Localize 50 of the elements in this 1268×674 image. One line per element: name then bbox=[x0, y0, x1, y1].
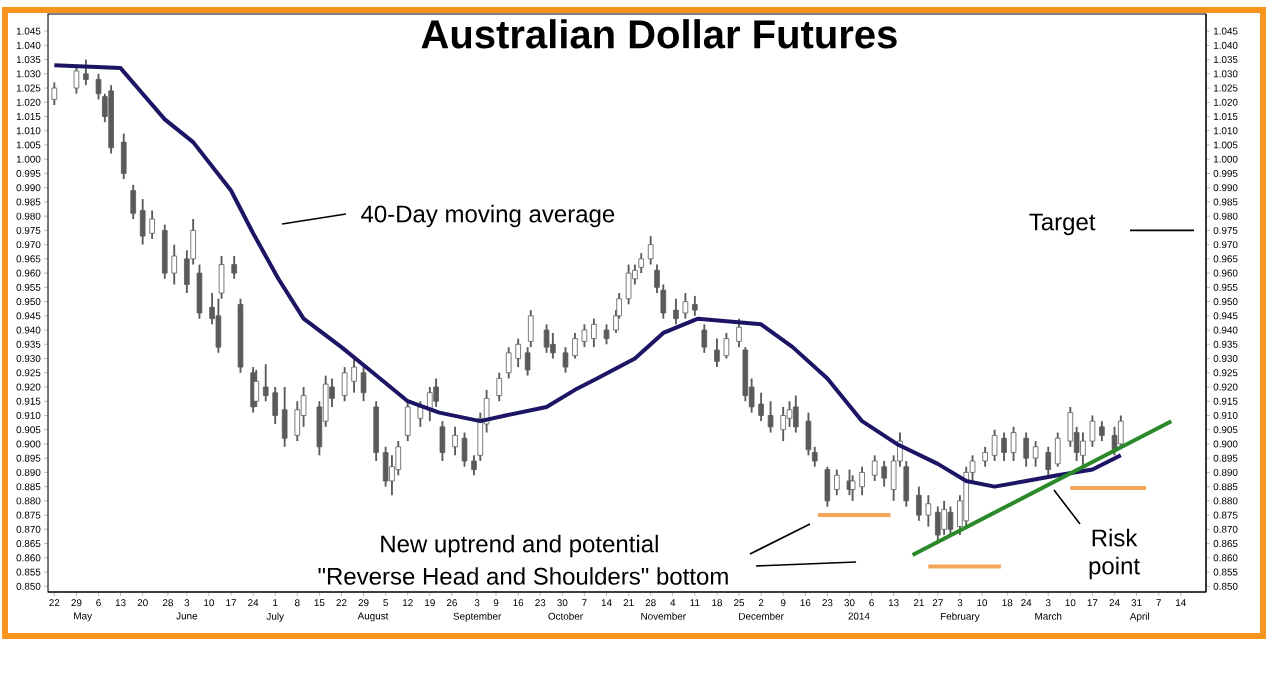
candlestick bbox=[591, 317, 597, 349]
candlestick bbox=[1111, 425, 1118, 457]
candlestick bbox=[550, 331, 556, 360]
candlestick bbox=[427, 386, 433, 423]
candlestick bbox=[982, 445, 988, 468]
candlestick bbox=[231, 255, 237, 280]
chart-title: Australian Dollar Futures bbox=[421, 19, 897, 49]
annotation: 40-Day moving average bbox=[361, 204, 615, 228]
candlestick bbox=[824, 465, 831, 508]
candlestick bbox=[281, 386, 288, 448]
annotation: "Reverse Head and Shoulders" bottom bbox=[318, 567, 728, 585]
candlestick bbox=[935, 505, 941, 542]
candlestick bbox=[253, 368, 260, 408]
candlestick bbox=[543, 323, 550, 354]
candlestick bbox=[625, 263, 632, 306]
candlestick bbox=[767, 400, 774, 434]
candlestick bbox=[218, 255, 225, 300]
annotation: New uptrend and potential bbox=[381, 534, 658, 558]
candlestick bbox=[793, 394, 799, 434]
candlestick bbox=[1023, 431, 1029, 468]
annotation: Risk point bbox=[1089, 528, 1140, 580]
candlestick bbox=[692, 294, 698, 317]
candlestick bbox=[1118, 414, 1124, 448]
candlestick bbox=[373, 400, 379, 462]
candlestick bbox=[1099, 420, 1105, 443]
candlestick bbox=[404, 400, 411, 443]
ref-line-label: Target bbox=[1029, 213, 1096, 236]
candlestick bbox=[834, 468, 840, 497]
candlestick bbox=[196, 263, 203, 320]
candlestick bbox=[1045, 445, 1052, 477]
candlestick bbox=[215, 297, 222, 354]
candlestick bbox=[73, 64, 80, 95]
candlestick bbox=[941, 499, 947, 536]
candlestick bbox=[417, 400, 424, 428]
candlestick bbox=[382, 445, 389, 488]
candlestick bbox=[51, 81, 58, 107]
candlestick bbox=[83, 58, 89, 87]
candlestick bbox=[647, 235, 654, 266]
candlestick bbox=[130, 183, 137, 220]
candlestick bbox=[736, 317, 742, 349]
candlestick bbox=[360, 366, 367, 403]
candlestick bbox=[947, 505, 954, 536]
candlestick bbox=[120, 132, 127, 181]
candlestick bbox=[524, 346, 531, 377]
candlestick bbox=[1054, 431, 1061, 468]
candlestick bbox=[1032, 440, 1039, 468]
candlestick bbox=[780, 405, 786, 443]
candlestick bbox=[496, 371, 503, 403]
candlestick bbox=[701, 323, 708, 354]
candlestick bbox=[439, 420, 446, 462]
